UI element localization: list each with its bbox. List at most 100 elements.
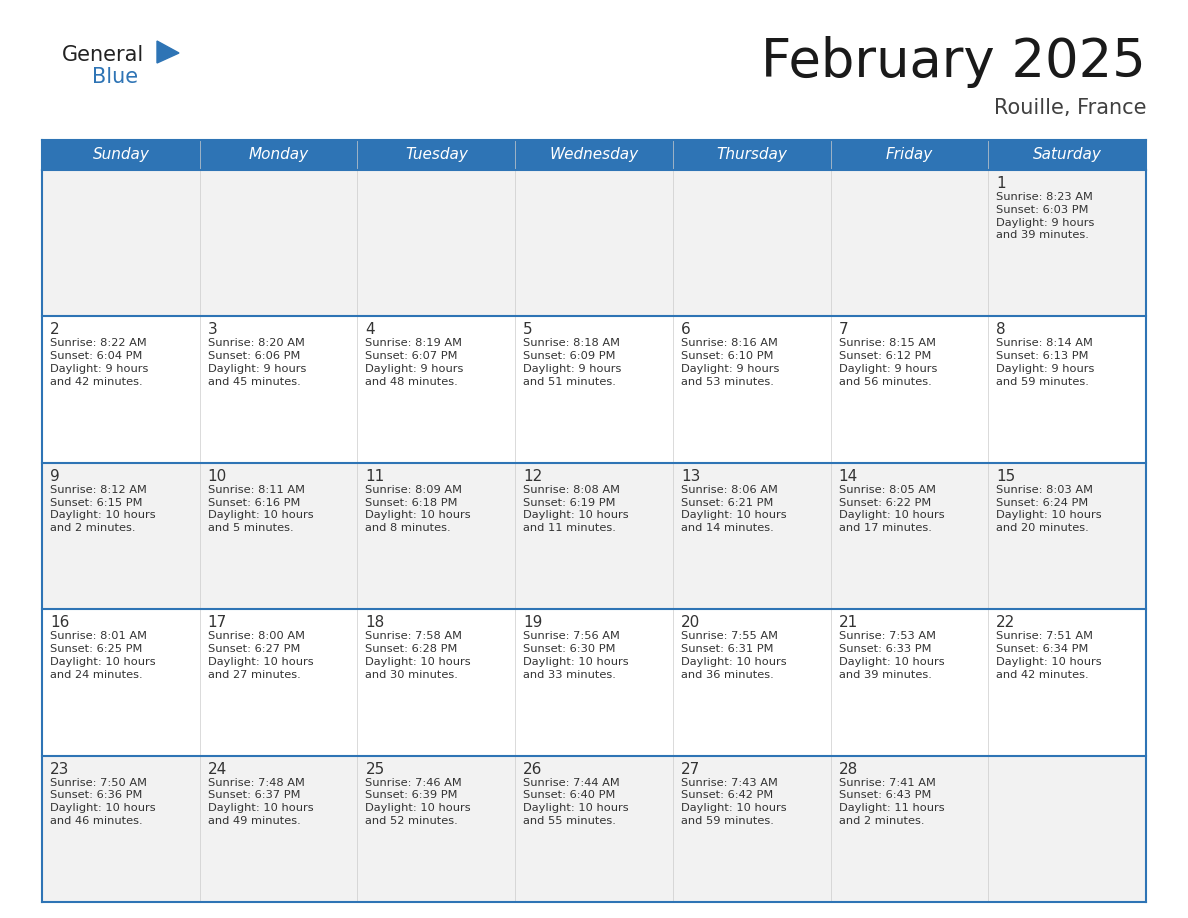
Text: 1: 1 <box>997 176 1006 191</box>
Text: 25: 25 <box>366 762 385 777</box>
Bar <box>516 756 672 902</box>
Bar <box>988 756 1146 902</box>
Text: Sunrise: 8:14 AM
Sunset: 6:13 PM
Daylight: 9 hours
and 59 minutes.: Sunrise: 8:14 AM Sunset: 6:13 PM Dayligh… <box>997 339 1094 386</box>
Text: Sunrise: 7:53 AM
Sunset: 6:33 PM
Daylight: 10 hours
and 39 minutes.: Sunrise: 7:53 AM Sunset: 6:33 PM Dayligh… <box>839 632 944 679</box>
Text: Sunrise: 8:09 AM
Sunset: 6:18 PM
Daylight: 10 hours
and 8 minutes.: Sunrise: 8:09 AM Sunset: 6:18 PM Dayligh… <box>366 485 472 533</box>
Text: Sunrise: 7:41 AM
Sunset: 6:43 PM
Daylight: 11 hours
and 2 minutes.: Sunrise: 7:41 AM Sunset: 6:43 PM Dayligh… <box>839 778 944 826</box>
Bar <box>988 170 1146 317</box>
Text: February 2025: February 2025 <box>762 36 1146 88</box>
Text: 3: 3 <box>208 322 217 338</box>
Text: 15: 15 <box>997 469 1016 484</box>
Text: Sunrise: 8:05 AM
Sunset: 6:22 PM
Daylight: 10 hours
and 17 minutes.: Sunrise: 8:05 AM Sunset: 6:22 PM Dayligh… <box>839 485 944 533</box>
Text: 11: 11 <box>366 469 385 484</box>
Text: 19: 19 <box>523 615 543 630</box>
Text: 14: 14 <box>839 469 858 484</box>
Text: Sunrise: 8:03 AM
Sunset: 6:24 PM
Daylight: 10 hours
and 20 minutes.: Sunrise: 8:03 AM Sunset: 6:24 PM Dayligh… <box>997 485 1102 533</box>
Bar <box>42 317 200 463</box>
Bar <box>672 756 830 902</box>
Text: Sunrise: 7:58 AM
Sunset: 6:28 PM
Daylight: 10 hours
and 30 minutes.: Sunrise: 7:58 AM Sunset: 6:28 PM Dayligh… <box>366 632 472 679</box>
Text: 27: 27 <box>681 762 700 777</box>
Bar <box>42 463 200 610</box>
Text: Friday: Friday <box>886 148 933 162</box>
Bar <box>830 610 988 756</box>
Text: Sunrise: 8:01 AM
Sunset: 6:25 PM
Daylight: 10 hours
and 24 minutes.: Sunrise: 8:01 AM Sunset: 6:25 PM Dayligh… <box>50 632 156 679</box>
Text: Sunrise: 7:55 AM
Sunset: 6:31 PM
Daylight: 10 hours
and 36 minutes.: Sunrise: 7:55 AM Sunset: 6:31 PM Dayligh… <box>681 632 786 679</box>
Bar <box>358 463 516 610</box>
Text: Sunrise: 8:16 AM
Sunset: 6:10 PM
Daylight: 9 hours
and 53 minutes.: Sunrise: 8:16 AM Sunset: 6:10 PM Dayligh… <box>681 339 779 386</box>
Text: Sunrise: 7:51 AM
Sunset: 6:34 PM
Daylight: 10 hours
and 42 minutes.: Sunrise: 7:51 AM Sunset: 6:34 PM Dayligh… <box>997 632 1102 679</box>
Text: Sunrise: 7:46 AM
Sunset: 6:39 PM
Daylight: 10 hours
and 52 minutes.: Sunrise: 7:46 AM Sunset: 6:39 PM Dayligh… <box>366 778 472 826</box>
Bar <box>200 317 358 463</box>
Text: 8: 8 <box>997 322 1006 338</box>
Text: Sunrise: 8:22 AM
Sunset: 6:04 PM
Daylight: 9 hours
and 42 minutes.: Sunrise: 8:22 AM Sunset: 6:04 PM Dayligh… <box>50 339 148 386</box>
Text: Sunrise: 7:48 AM
Sunset: 6:37 PM
Daylight: 10 hours
and 49 minutes.: Sunrise: 7:48 AM Sunset: 6:37 PM Dayligh… <box>208 778 314 826</box>
Bar <box>830 756 988 902</box>
Bar <box>672 610 830 756</box>
Text: 21: 21 <box>839 615 858 630</box>
Bar <box>516 317 672 463</box>
Bar <box>516 463 672 610</box>
Text: General: General <box>62 45 144 65</box>
Bar <box>42 610 200 756</box>
Bar <box>672 463 830 610</box>
Bar <box>42 140 1146 170</box>
Bar <box>830 463 988 610</box>
Text: Wednesday: Wednesday <box>549 148 639 162</box>
Text: Sunday: Sunday <box>93 148 150 162</box>
Text: 10: 10 <box>208 469 227 484</box>
Bar <box>988 610 1146 756</box>
Bar <box>988 317 1146 463</box>
Text: Monday: Monday <box>248 148 309 162</box>
Bar <box>200 610 358 756</box>
Text: Tuesday: Tuesday <box>405 148 468 162</box>
Polygon shape <box>157 41 179 63</box>
Bar <box>830 170 988 317</box>
Bar <box>42 170 200 317</box>
Text: 20: 20 <box>681 615 700 630</box>
Bar <box>672 317 830 463</box>
Text: 9: 9 <box>50 469 59 484</box>
Text: Sunrise: 7:44 AM
Sunset: 6:40 PM
Daylight: 10 hours
and 55 minutes.: Sunrise: 7:44 AM Sunset: 6:40 PM Dayligh… <box>523 778 628 826</box>
Bar <box>358 610 516 756</box>
Text: 22: 22 <box>997 615 1016 630</box>
Bar <box>358 170 516 317</box>
Bar <box>830 317 988 463</box>
Text: Blue: Blue <box>91 67 138 87</box>
Text: 5: 5 <box>523 322 532 338</box>
Text: Rouille, France: Rouille, France <box>993 98 1146 118</box>
Text: Sunrise: 8:11 AM
Sunset: 6:16 PM
Daylight: 10 hours
and 5 minutes.: Sunrise: 8:11 AM Sunset: 6:16 PM Dayligh… <box>208 485 314 533</box>
Bar <box>200 463 358 610</box>
Bar <box>672 170 830 317</box>
Text: 26: 26 <box>523 762 543 777</box>
Text: 13: 13 <box>681 469 700 484</box>
Text: Sunrise: 8:20 AM
Sunset: 6:06 PM
Daylight: 9 hours
and 45 minutes.: Sunrise: 8:20 AM Sunset: 6:06 PM Dayligh… <box>208 339 307 386</box>
Text: Sunrise: 8:19 AM
Sunset: 6:07 PM
Daylight: 9 hours
and 48 minutes.: Sunrise: 8:19 AM Sunset: 6:07 PM Dayligh… <box>366 339 463 386</box>
Text: Sunrise: 8:23 AM
Sunset: 6:03 PM
Daylight: 9 hours
and 39 minutes.: Sunrise: 8:23 AM Sunset: 6:03 PM Dayligh… <box>997 192 1094 241</box>
Text: Sunrise: 7:56 AM
Sunset: 6:30 PM
Daylight: 10 hours
and 33 minutes.: Sunrise: 7:56 AM Sunset: 6:30 PM Dayligh… <box>523 632 628 679</box>
Text: 12: 12 <box>523 469 543 484</box>
Text: 2: 2 <box>50 322 59 338</box>
Text: 6: 6 <box>681 322 690 338</box>
Text: Sunrise: 7:50 AM
Sunset: 6:36 PM
Daylight: 10 hours
and 46 minutes.: Sunrise: 7:50 AM Sunset: 6:36 PM Dayligh… <box>50 778 156 826</box>
Bar <box>358 317 516 463</box>
Text: 18: 18 <box>366 615 385 630</box>
Text: 17: 17 <box>208 615 227 630</box>
Bar <box>200 170 358 317</box>
Text: 23: 23 <box>50 762 69 777</box>
Bar <box>42 756 200 902</box>
Text: Saturday: Saturday <box>1032 148 1101 162</box>
Text: 4: 4 <box>366 322 375 338</box>
Bar <box>200 756 358 902</box>
Text: 28: 28 <box>839 762 858 777</box>
Text: 24: 24 <box>208 762 227 777</box>
Text: 16: 16 <box>50 615 69 630</box>
Text: Sunrise: 8:12 AM
Sunset: 6:15 PM
Daylight: 10 hours
and 2 minutes.: Sunrise: 8:12 AM Sunset: 6:15 PM Dayligh… <box>50 485 156 533</box>
Text: Sunrise: 8:00 AM
Sunset: 6:27 PM
Daylight: 10 hours
and 27 minutes.: Sunrise: 8:00 AM Sunset: 6:27 PM Dayligh… <box>208 632 314 679</box>
Text: Sunrise: 8:18 AM
Sunset: 6:09 PM
Daylight: 9 hours
and 51 minutes.: Sunrise: 8:18 AM Sunset: 6:09 PM Dayligh… <box>523 339 621 386</box>
Bar <box>516 170 672 317</box>
Text: Sunrise: 8:06 AM
Sunset: 6:21 PM
Daylight: 10 hours
and 14 minutes.: Sunrise: 8:06 AM Sunset: 6:21 PM Dayligh… <box>681 485 786 533</box>
Text: Thursday: Thursday <box>716 148 788 162</box>
Bar <box>358 756 516 902</box>
Text: Sunrise: 8:08 AM
Sunset: 6:19 PM
Daylight: 10 hours
and 11 minutes.: Sunrise: 8:08 AM Sunset: 6:19 PM Dayligh… <box>523 485 628 533</box>
Text: Sunrise: 7:43 AM
Sunset: 6:42 PM
Daylight: 10 hours
and 59 minutes.: Sunrise: 7:43 AM Sunset: 6:42 PM Dayligh… <box>681 778 786 826</box>
